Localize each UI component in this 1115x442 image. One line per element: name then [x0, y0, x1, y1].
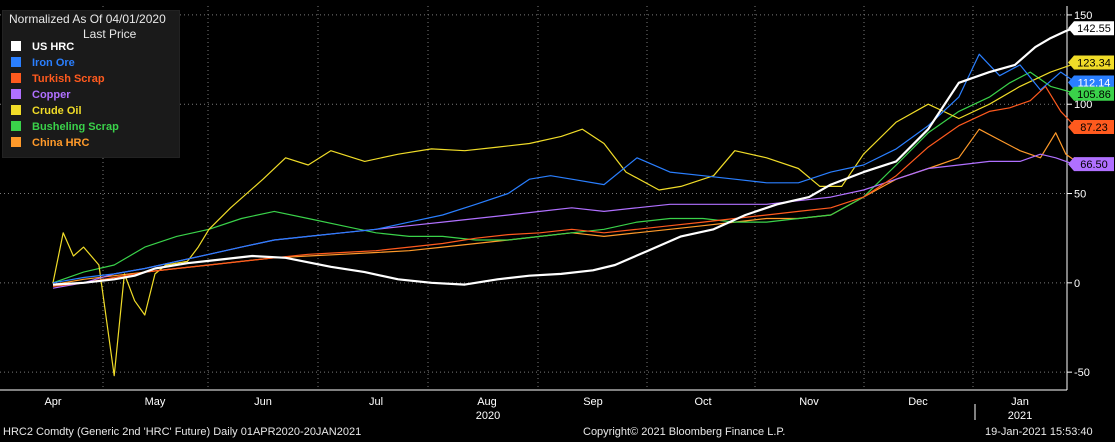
- last-value-label: 105.86: [1077, 89, 1111, 101]
- x-tick-label: Oct: [694, 396, 711, 408]
- legend-label: Iron Ore: [32, 57, 75, 69]
- legend-swatch: [11, 105, 21, 115]
- year-label: 2020: [476, 410, 500, 422]
- last-value-tag: 123.34: [1068, 55, 1114, 70]
- last-value-tag: 112.14: [1068, 75, 1114, 90]
- x-tick-label: Apr: [44, 396, 61, 408]
- legend-item-turkish-scrap: Turkish Scrap: [11, 73, 105, 87]
- x-tick-label: Nov: [799, 396, 819, 408]
- last-value-tag: 142.55: [1068, 21, 1114, 36]
- legend-item-iron-ore: Iron Ore: [11, 57, 75, 71]
- legend-swatch: [11, 41, 21, 51]
- footer-timestamp: 19-Jan-2021 15:53:40: [985, 426, 1093, 438]
- last-value-tag-shape: [1068, 55, 1114, 70]
- x-tick-label: Sep: [583, 396, 603, 408]
- x-tick-label: Aug: [477, 396, 497, 408]
- y-tick-label: 150: [1074, 10, 1092, 22]
- last-value-tag-shape: [1068, 86, 1114, 101]
- series-line-iron-ore: [52, 53, 1077, 284]
- last-value-tag-shape: [1068, 157, 1114, 172]
- legend-item-copper: Copper: [11, 89, 71, 103]
- legend-label: Busheling Scrap: [32, 121, 119, 133]
- legend-item-crude-oil: Crude Oil: [11, 105, 82, 119]
- series-line-turkish-scrap: [52, 85, 1077, 287]
- legend-swatch: [11, 57, 21, 67]
- last-value-label: 66.50: [1080, 159, 1108, 171]
- last-value-label: 142.55: [1077, 23, 1111, 35]
- legend-label: Turkish Scrap: [32, 73, 105, 85]
- y-tick-label: 50: [1074, 189, 1086, 201]
- legend-label: US HRC: [32, 41, 75, 53]
- legend-item-us-hrc: US HRC: [11, 41, 74, 55]
- last-value-tag-shape: [1068, 120, 1114, 135]
- legend-swatch: [11, 89, 21, 99]
- legend-swatch: [11, 121, 21, 131]
- last-value-label: 123.34: [1077, 58, 1111, 70]
- footer-copyright: Copyright© 2021 Bloomberg Finance L.P.: [583, 426, 786, 438]
- y-tick-label: 100: [1074, 99, 1092, 111]
- x-tick-label: Jun: [254, 396, 272, 408]
- last-value-tag: 105.86: [1068, 86, 1114, 101]
- legend-item-busheling-scrap: Busheling Scrap: [11, 121, 119, 135]
- legend-label: Crude Oil: [32, 105, 82, 117]
- chart-subtitle: Last Price: [83, 27, 137, 41]
- legend-label: China HRC: [32, 137, 90, 149]
- last-value-tag: 87.23: [1068, 120, 1114, 135]
- legend-swatch: [11, 73, 21, 83]
- last-value-tag: 66.50: [1068, 157, 1114, 172]
- y-tick-label: 0: [1074, 278, 1080, 290]
- y-tick-label: -50: [1074, 367, 1090, 379]
- last-value-label: 87.23: [1080, 122, 1108, 134]
- x-tick-label: May: [145, 396, 166, 408]
- footer-security: HRC2 Comdty (Generic 2nd 'HRC' Future) D…: [3, 426, 362, 438]
- x-tick-label: Dec: [908, 396, 928, 408]
- chart-title: Normalized As Of 04/01/2020: [9, 12, 166, 26]
- legend: Normalized As Of 04/01/2020 Last Price U…: [2, 10, 180, 158]
- last-value-label: 112.14: [1078, 78, 1111, 90]
- legend-item-china-hrc: China HRC: [11, 137, 89, 151]
- x-tick-label: Jul: [369, 396, 383, 408]
- year-label: 2021: [1008, 410, 1032, 422]
- legend-swatch: [11, 137, 21, 147]
- x-tick-label: Jan: [1011, 396, 1029, 408]
- series-line-crude-oil: [52, 62, 1077, 377]
- legend-label: Copper: [32, 89, 71, 101]
- last-value-tag-shape: [1068, 75, 1114, 90]
- series-line-us-hrc: [52, 26, 1077, 286]
- last-value-tag-shape: [1068, 21, 1114, 36]
